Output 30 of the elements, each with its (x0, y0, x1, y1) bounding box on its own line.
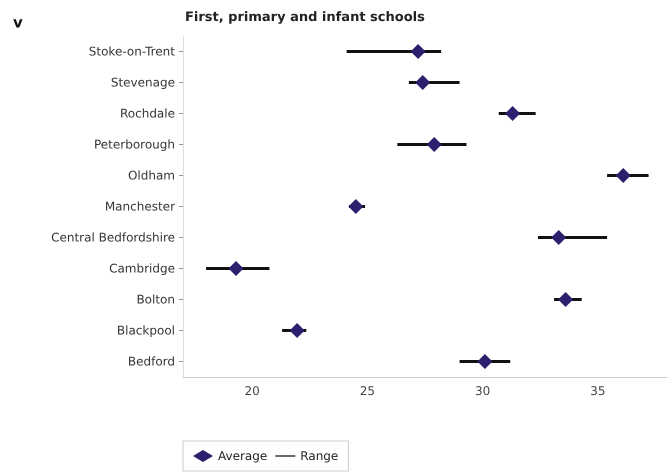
point (558, 292, 574, 307)
point (426, 137, 442, 152)
y-tick-label: Peterborough (94, 138, 175, 152)
y-tick-label: Blackpool (116, 324, 175, 338)
x-tick-label: 20 (244, 384, 260, 398)
point (348, 199, 364, 214)
point (616, 168, 631, 183)
y-tick-label: Bedford (128, 354, 175, 368)
y-tick-label: Bolton (136, 292, 175, 306)
point (477, 354, 492, 369)
legend-label: Average (218, 449, 268, 463)
point (551, 230, 566, 245)
text: v (13, 14, 23, 32)
legend-label: Range (300, 449, 338, 463)
x-tick-label: 25 (360, 384, 376, 398)
point (290, 323, 305, 338)
y-tick-label: Manchester (104, 200, 176, 214)
point (228, 261, 244, 276)
point (410, 44, 426, 59)
x-tick-label: 30 (474, 384, 490, 398)
y-tick-label: Rochdale (120, 106, 175, 120)
y-tick-label: Cambridge (109, 262, 175, 276)
point (505, 106, 520, 121)
y-tick-label: Stoke-on-Trent (88, 44, 176, 58)
y-tick-label: Stevenage (110, 76, 175, 90)
y-tick-label: Oldham (128, 168, 175, 182)
x-tick-label: 35 (590, 384, 606, 398)
y-tick-label: Central Bedfordshire (51, 230, 175, 244)
point (415, 75, 430, 90)
chart-title: First, primary and infant schools (185, 10, 426, 25)
